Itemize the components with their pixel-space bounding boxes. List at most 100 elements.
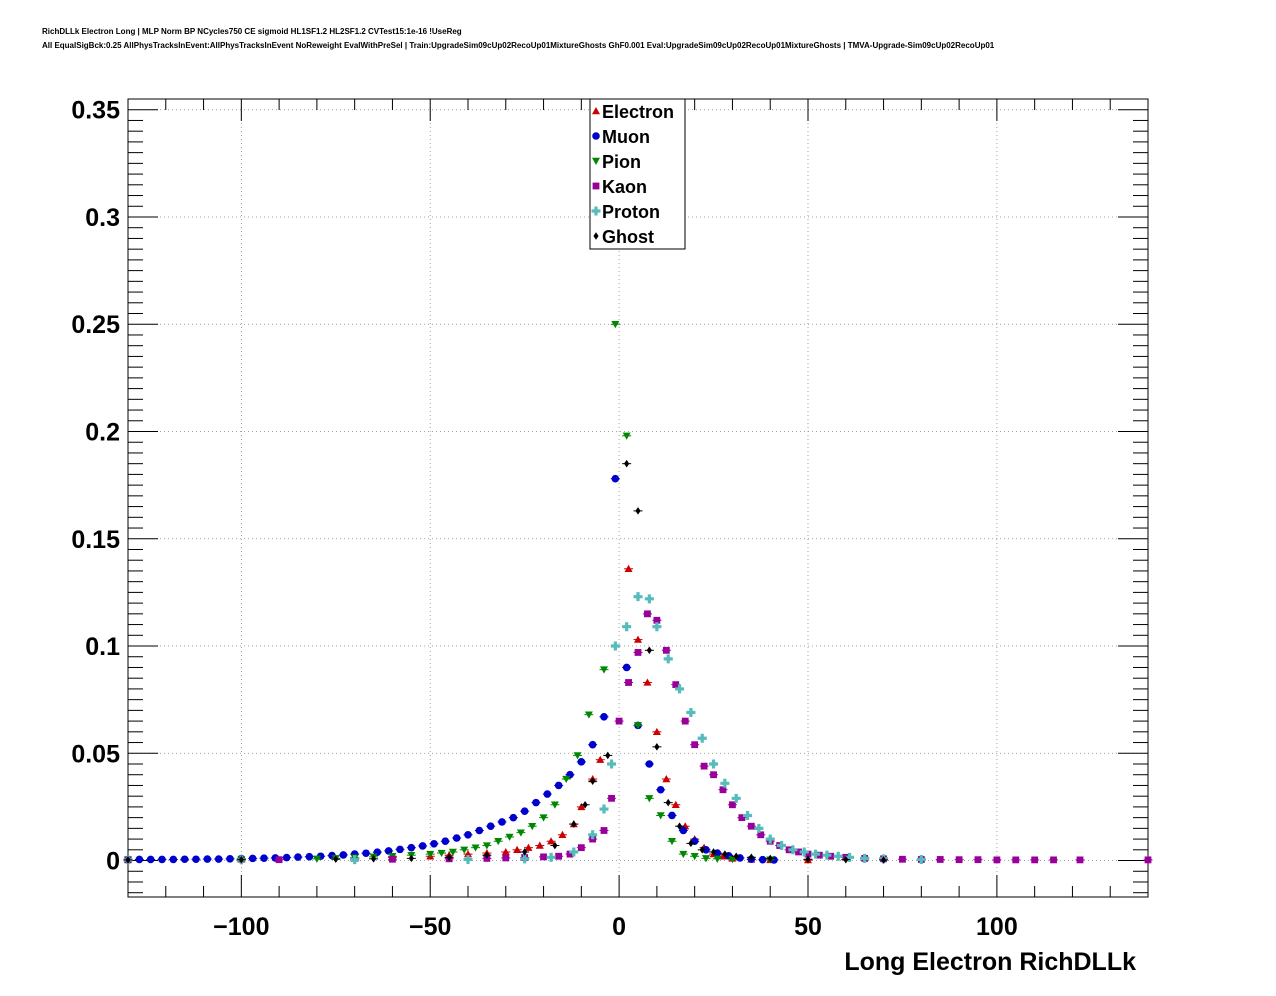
kaon-point	[1076, 856, 1084, 864]
muon-point	[464, 830, 472, 839]
legend-marker-proton	[591, 206, 601, 216]
kaon-point	[389, 855, 396, 863]
ghost-point	[710, 848, 717, 856]
muon-point	[396, 845, 404, 854]
legend-marker-muon	[592, 132, 600, 140]
pion-point	[600, 666, 608, 674]
muon-point	[339, 851, 348, 859]
muon-point	[158, 855, 166, 864]
muon-point	[362, 849, 370, 858]
electron-point	[634, 635, 642, 643]
kaon-point	[577, 844, 585, 852]
pion-point	[539, 814, 548, 822]
muon-point	[135, 855, 144, 864]
y-tick-label: 0.1	[85, 633, 120, 661]
chart-header-line2: All EqualSigBck:0.25 AllPhysTracksInEven…	[42, 41, 995, 50]
muon-point	[248, 854, 257, 863]
legend-label-electron: Electron	[602, 102, 674, 122]
legend-marker-pion	[592, 157, 600, 165]
muon-point	[543, 790, 552, 798]
kaon-point	[804, 850, 812, 858]
electron-point	[652, 727, 661, 736]
proton-point	[697, 733, 707, 743]
y-tick-label: 0.25	[71, 311, 120, 339]
muon-point	[758, 855, 767, 864]
ghost-point	[605, 751, 611, 760]
muon-point	[418, 842, 427, 850]
proton-point	[675, 684, 685, 694]
proton-point	[788, 845, 798, 855]
ghost-point	[590, 777, 596, 785]
pion-point	[679, 850, 688, 859]
kaon-point	[555, 852, 563, 860]
kaon-point	[747, 822, 755, 830]
electron-point	[662, 775, 671, 783]
proton-point	[686, 708, 696, 718]
proton-point	[731, 793, 741, 803]
proton-point	[610, 641, 620, 651]
pion-point	[482, 842, 491, 850]
electron-point	[524, 843, 533, 851]
kaon-point	[710, 771, 717, 779]
kaon-point	[1012, 856, 1020, 864]
kaon-point	[795, 848, 802, 856]
electron-point	[513, 845, 522, 854]
ghost-point	[582, 800, 588, 809]
legend-marker-electron	[592, 107, 600, 115]
ghost-point	[654, 743, 660, 751]
ghost-point	[843, 855, 849, 864]
proton-point	[720, 778, 730, 788]
muon-point	[203, 855, 212, 863]
kaon-point	[653, 616, 661, 624]
proton-point	[652, 622, 662, 632]
electron-point	[624, 564, 633, 572]
kaon-point	[608, 794, 615, 802]
proton-point	[777, 841, 787, 851]
proton-point	[546, 852, 556, 862]
pion-point	[713, 855, 722, 863]
kaon-point	[275, 856, 283, 864]
ghost-point	[805, 855, 811, 864]
ghost-point	[552, 841, 558, 850]
ghost-point	[522, 848, 528, 856]
legend-label-ghost: Ghost	[602, 227, 654, 247]
electron-point	[558, 830, 567, 838]
kaon-point	[502, 854, 510, 862]
muon-point	[611, 474, 620, 483]
proton-point	[622, 622, 632, 632]
electron-point	[535, 841, 544, 849]
ghost-point	[722, 850, 728, 858]
x-axis-title: Long Electron RichDLLk	[844, 948, 1136, 976]
muon-point	[645, 760, 654, 768]
muon-point	[146, 855, 155, 864]
muon-point	[169, 855, 178, 864]
ghost-point	[238, 855, 244, 864]
muon-point	[532, 798, 540, 807]
ghost-point	[370, 855, 377, 863]
kaon-point	[566, 850, 574, 858]
pion-point	[634, 722, 642, 730]
kaon-point	[700, 762, 708, 770]
pion-point	[550, 801, 559, 809]
muon-point	[384, 847, 393, 855]
muon-point	[577, 758, 586, 766]
y-tick-label: 0.05	[71, 740, 120, 768]
muon-point	[600, 713, 608, 721]
ghost-point	[571, 820, 577, 828]
proton-point	[860, 853, 870, 863]
kaon-point	[644, 610, 651, 618]
pion-point	[516, 829, 525, 837]
proton-point	[599, 804, 609, 814]
legend-label-kaon: Kaon	[602, 177, 647, 197]
ghost-point	[733, 852, 739, 861]
kaon-point	[1031, 856, 1039, 864]
x-tick-label: 100	[976, 913, 1018, 941]
pion-point	[460, 846, 469, 854]
pion-point	[573, 752, 582, 760]
legend-box	[589, 98, 686, 250]
kaon-point	[729, 801, 736, 809]
proton-point	[663, 654, 673, 664]
pion-point	[312, 855, 321, 863]
proton-point	[743, 810, 753, 820]
